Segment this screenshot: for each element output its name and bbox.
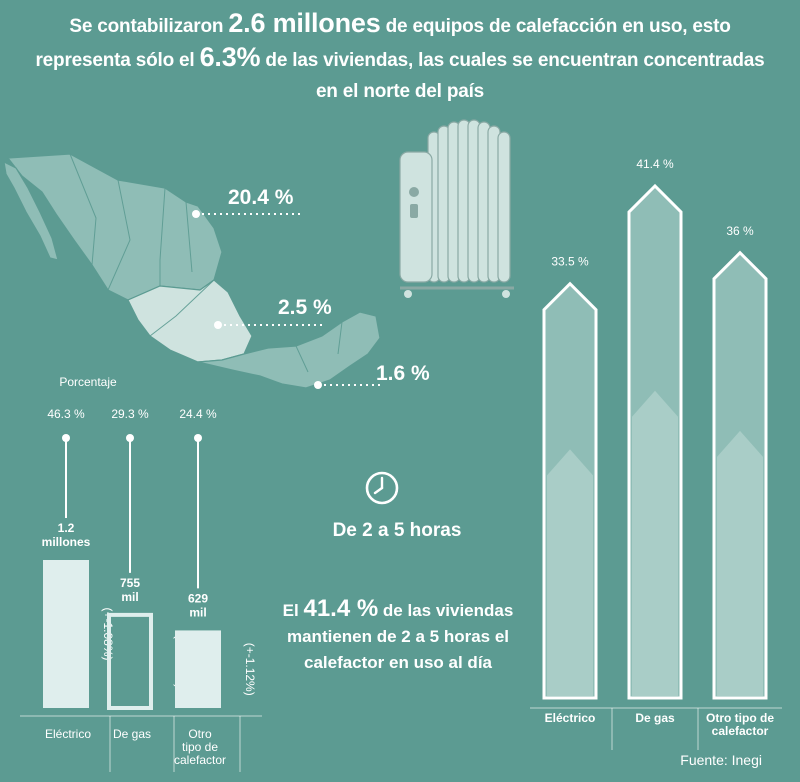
headline-highlight-percent: 6.3% [199,42,261,72]
value-label: millones [42,535,91,549]
heater-icon [399,119,514,298]
map-label-center: 2.5 % [278,296,332,319]
category-label: Otro tipo de [706,711,774,725]
statement: El 41.4 % de las viviendas mantienen de … [270,596,526,676]
arrow-bar-shade [717,430,763,696]
statement-highlight: 41.4 % [303,595,379,622]
value-label: 755 [120,576,140,590]
hours-bar-chart: 33.5 % Eléctrico 41.4 % De gas 36 % Otro tipo… [530,157,782,750]
map-label-north: 20.4 % [228,186,294,209]
bar [107,612,153,710]
headline: Se contabilizaron 2.6 millones de equipo… [30,8,770,107]
value-label: 1.2 [58,521,75,535]
map-region-center [127,279,253,363]
value-label: 629 [188,591,208,605]
units-bar-chart: Porcentaje 46.3 %1.2millones(+-1.08%)Elé… [20,375,262,772]
value-label: mil [121,590,138,604]
category-label: Eléctrico [45,727,91,741]
percent-label: 46.3 % [47,407,85,421]
map-baja-california [3,160,59,261]
headline-text-1: Se contabilizaron [69,16,229,37]
map-region-south [197,311,381,389]
arrow-bar-shade [547,449,593,696]
statement-suffix: de las viviendas mantienen de 2 a 5 hora… [286,601,514,672]
category-label: Eléctrico [545,711,596,725]
category-label: De gas [113,727,151,741]
value-label: 33.5 % [551,255,589,269]
category-label: De gas [635,711,675,725]
category-label: calefactor [712,724,769,738]
source-note: Fuente: Inegi [680,752,762,768]
headline-text-2: de equipos de calefacción en uso, esto r… [35,16,731,71]
map-of-mexico [3,153,381,389]
category-label: Otro [188,727,212,741]
value-label: mil [189,605,206,619]
bar [43,560,89,708]
percent-label: 24.4 % [179,407,217,421]
headline-highlight-units: 2.6 millones [228,8,381,38]
category-label: calefactor [174,753,226,767]
value-label: 36 % [726,224,754,238]
bar [175,630,221,708]
map-label-south: 1.6 % [376,362,430,385]
arrow-bar-shade [632,390,678,696]
error-label: (+-1.12%) [243,643,257,696]
clock-icon [365,471,399,505]
value-label: 41.4 % [636,157,674,171]
percent-label: 29.3 % [111,407,149,421]
chart-ylabel: Porcentaje [59,375,117,389]
hours-label: De 2 a 5 horas [332,520,462,541]
category-label: tipo de [182,740,218,754]
headline-text-3: de las viviendas, las cuales se encuentr… [260,50,765,102]
statement-prefix: El [282,601,304,620]
